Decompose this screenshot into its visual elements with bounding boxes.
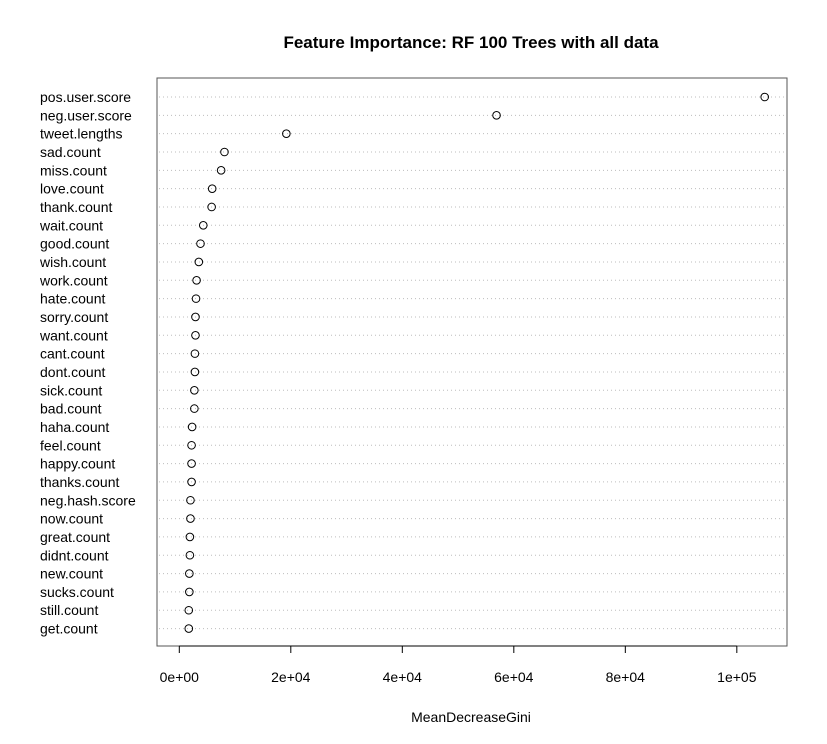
- feature-label: thank.count: [40, 199, 112, 215]
- feature-label: want.count: [39, 327, 108, 343]
- feature-label: sick.count: [40, 382, 102, 398]
- feature-label: hate.count: [40, 291, 105, 307]
- grid-lines: [159, 96, 785, 630]
- feature-label: wish.count: [39, 254, 106, 270]
- data-point: [190, 349, 200, 358]
- data-point: [282, 129, 291, 138]
- feature-label: dont.count: [40, 364, 105, 380]
- feature-label: now.count: [40, 511, 103, 527]
- feature-label: neg.user.score: [40, 107, 132, 123]
- feature-label: cant.count: [40, 346, 105, 362]
- data-point: [187, 459, 196, 468]
- feature-label: good.count: [40, 236, 109, 252]
- x-tick-label: 1e+05: [717, 669, 757, 685]
- feature-label: thanks.count: [40, 474, 119, 490]
- x-tick-label: 2e+04: [271, 669, 311, 685]
- feature-label: happy.count: [40, 456, 115, 472]
- data-point: [191, 312, 200, 322]
- x-axis: 0e+00 2e+04 4e+04 6e+04 8e+04 1e+05: [160, 645, 757, 685]
- data-point: [207, 202, 216, 212]
- chart-title: Feature Importance: RF 100 Trees with al…: [283, 33, 659, 52]
- feature-label: neg.hash.score: [40, 492, 136, 508]
- data-point: [185, 569, 194, 578]
- x-tick-label: 8e+04: [606, 669, 646, 685]
- data-point: [190, 385, 199, 395]
- feature-label: bad.count: [40, 401, 102, 417]
- feature-label: wait.count: [39, 217, 103, 233]
- data-point: [186, 495, 195, 505]
- feature-label: feel.count: [40, 437, 101, 453]
- feature-labels: pos.user.score neg.user.score tweet.length…: [39, 89, 136, 637]
- data-point: [191, 294, 201, 303]
- feature-label: new.count: [40, 566, 103, 582]
- feature-label: work.count: [39, 272, 108, 288]
- feature-label: didnt.count: [40, 547, 109, 563]
- plot-frame: [156, 77, 788, 647]
- data-point: [196, 239, 205, 248]
- x-tick-label: 6e+04: [494, 669, 534, 685]
- feature-label: miss.count: [40, 162, 107, 178]
- data-point: [185, 532, 195, 542]
- feature-label: sucks.count: [40, 584, 114, 600]
- data-point: [187, 477, 196, 487]
- feature-label: get.count: [40, 621, 98, 637]
- data-point: [185, 587, 194, 597]
- feature-label: tweet.lengths: [40, 126, 123, 142]
- data-point: [198, 221, 208, 230]
- feature-label: pos.user.score: [40, 89, 131, 105]
- feature-label: sad.count: [40, 144, 101, 160]
- data-point: [190, 404, 199, 413]
- data-point: [184, 624, 194, 633]
- feature-label: still.count: [40, 602, 98, 618]
- data-point: [760, 92, 769, 102]
- data-point: [190, 367, 200, 377]
- importance-points: [184, 92, 769, 633]
- feature-label: haha.count: [40, 419, 109, 435]
- data-point: [185, 550, 195, 560]
- x-tick-label: 0e+00: [160, 669, 200, 685]
- data-point: [184, 605, 194, 615]
- x-axis-label: MeanDecreaseGini: [411, 709, 531, 725]
- data-point: [187, 422, 197, 432]
- data-point: [492, 111, 501, 120]
- data-point: [194, 257, 204, 267]
- feature-label: love.count: [40, 181, 104, 197]
- data-point: [216, 166, 226, 175]
- x-tick-label: 4e+04: [383, 669, 423, 685]
- data-point: [186, 514, 195, 523]
- feature-label: sorry.count: [40, 309, 108, 325]
- data-point: [207, 184, 217, 193]
- data-point: [220, 147, 229, 157]
- data-point: [187, 440, 196, 450]
- feature-label: great.count: [40, 529, 110, 545]
- data-point: [192, 276, 201, 285]
- data-point: [191, 330, 200, 340]
